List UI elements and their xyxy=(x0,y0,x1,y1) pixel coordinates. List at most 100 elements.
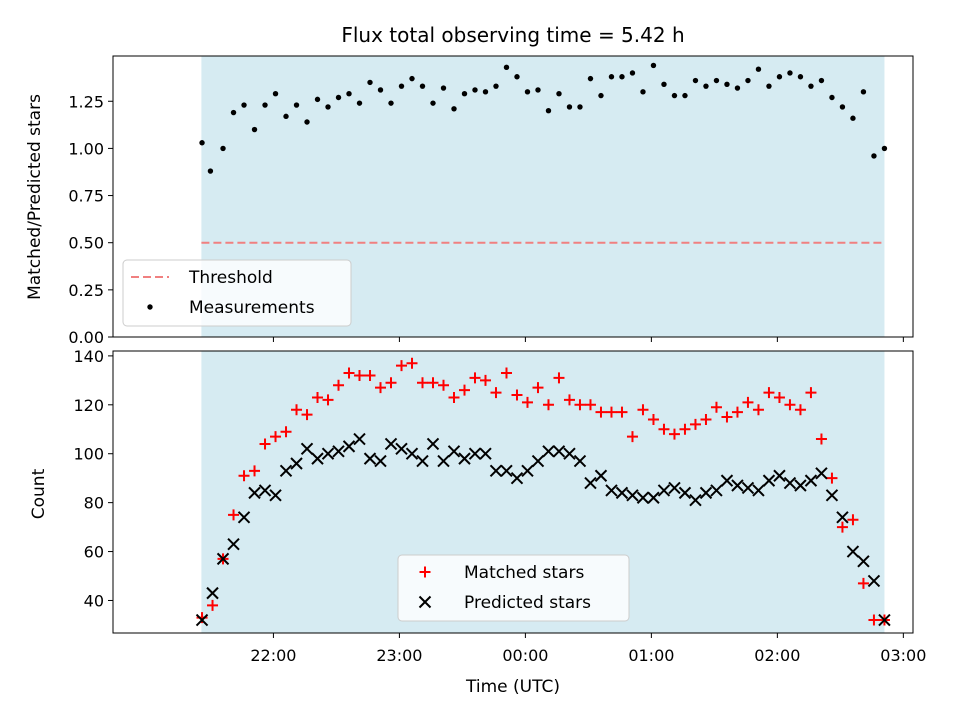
x-tick-label: 03:00 xyxy=(880,646,926,665)
data-point xyxy=(839,104,846,110)
plus-marker xyxy=(490,387,502,399)
data-point xyxy=(325,104,331,110)
data-point xyxy=(703,83,709,89)
data-point xyxy=(745,77,751,84)
cross-marker xyxy=(762,474,776,487)
cross-marker xyxy=(332,445,345,458)
plus-marker xyxy=(700,413,712,425)
data-point xyxy=(367,79,373,86)
cross-marker xyxy=(237,511,251,524)
data-point xyxy=(524,89,531,95)
data-point xyxy=(461,91,468,97)
cross-marker xyxy=(783,476,797,490)
data-point xyxy=(860,89,867,95)
plus-marker xyxy=(511,389,523,401)
plus-marker xyxy=(857,577,869,589)
data-point xyxy=(629,70,636,76)
data-point xyxy=(598,92,604,99)
x-axis-label: Time (UTC) xyxy=(465,677,560,697)
cross-marker xyxy=(384,437,398,451)
data-point xyxy=(514,74,520,80)
plus-marker xyxy=(731,406,743,418)
data-point xyxy=(440,85,447,91)
data-point xyxy=(293,102,300,108)
data-point xyxy=(503,64,510,71)
data-point xyxy=(619,74,625,80)
legend-label: Predicted stars xyxy=(464,593,591,613)
data-point xyxy=(451,106,457,112)
data-point xyxy=(199,140,205,146)
cross-marker xyxy=(374,454,387,468)
plus-marker xyxy=(710,401,722,413)
plus-marker xyxy=(616,406,628,418)
cross-marker xyxy=(342,440,356,453)
cross-marker xyxy=(216,552,230,566)
plus-marker xyxy=(479,374,491,386)
cross-marker xyxy=(594,469,608,482)
data-point xyxy=(207,168,214,174)
legend-label: Matched stars xyxy=(464,563,584,583)
cross-marker xyxy=(279,464,293,478)
plus-marker xyxy=(417,377,429,389)
plus-marker xyxy=(448,391,460,403)
cross-marker xyxy=(521,464,534,478)
data-point xyxy=(734,85,741,91)
cross-marker xyxy=(258,484,272,497)
cross-marker xyxy=(584,476,597,490)
plus-marker xyxy=(637,404,649,416)
chart-title: Flux total observing time = 5.42 h xyxy=(341,23,684,47)
plus-marker xyxy=(605,406,617,418)
legend: Threshold Measurements xyxy=(122,259,352,327)
plus-marker xyxy=(721,411,733,423)
count-panel: 40 60 80 100 120 140 22:00 23:00 00:00 01:00 02:00… xyxy=(73,347,926,665)
plus-marker xyxy=(742,396,754,408)
plus-marker xyxy=(343,367,355,379)
x-tick-label: 22:00 xyxy=(250,646,296,665)
cross-marker xyxy=(773,469,786,482)
plus-marker xyxy=(532,382,544,394)
plus-marker xyxy=(458,384,470,396)
legend-marker xyxy=(418,595,432,609)
cross-marker xyxy=(857,555,870,568)
plus-marker xyxy=(228,509,240,521)
plus-marker xyxy=(354,369,366,381)
cross-marker xyxy=(437,454,450,468)
data-point xyxy=(850,115,856,121)
plus-marker xyxy=(668,428,680,440)
cross-marker xyxy=(206,586,219,600)
cross-marker xyxy=(300,442,314,456)
plus-marker xyxy=(679,423,691,435)
legend-label: Measurements xyxy=(189,298,315,318)
plus-marker xyxy=(595,406,607,418)
x-tick-label: 00:00 xyxy=(502,646,548,665)
plus-marker xyxy=(658,423,670,435)
y-tick-label: 100 xyxy=(73,445,104,464)
plus-marker xyxy=(847,514,859,526)
x-tick-label: 02:00 xyxy=(754,646,800,665)
cross-marker xyxy=(846,545,860,558)
data-point xyxy=(409,75,415,82)
plus-marker xyxy=(836,521,848,533)
plus-marker xyxy=(868,614,880,626)
cross-marker xyxy=(752,484,765,497)
data-point xyxy=(556,91,562,97)
cross-marker xyxy=(867,574,881,588)
data-point xyxy=(430,100,436,106)
plus-marker xyxy=(815,433,827,445)
data-point xyxy=(272,91,279,97)
cross-marker xyxy=(447,445,461,458)
cross-marker xyxy=(426,437,440,451)
data-point xyxy=(262,102,268,108)
cross-marker xyxy=(836,511,849,524)
plus-marker xyxy=(500,367,512,379)
cross-marker xyxy=(321,447,335,460)
legend-marker xyxy=(419,566,431,578)
plus-marker xyxy=(312,391,324,403)
cross-marker xyxy=(563,447,576,460)
plus-marker xyxy=(584,399,596,411)
y-tick-label: 40 xyxy=(84,591,104,610)
data-point xyxy=(304,119,310,125)
plus-marker xyxy=(626,431,638,443)
plus-marker xyxy=(563,394,575,406)
plus-marker xyxy=(469,372,481,384)
